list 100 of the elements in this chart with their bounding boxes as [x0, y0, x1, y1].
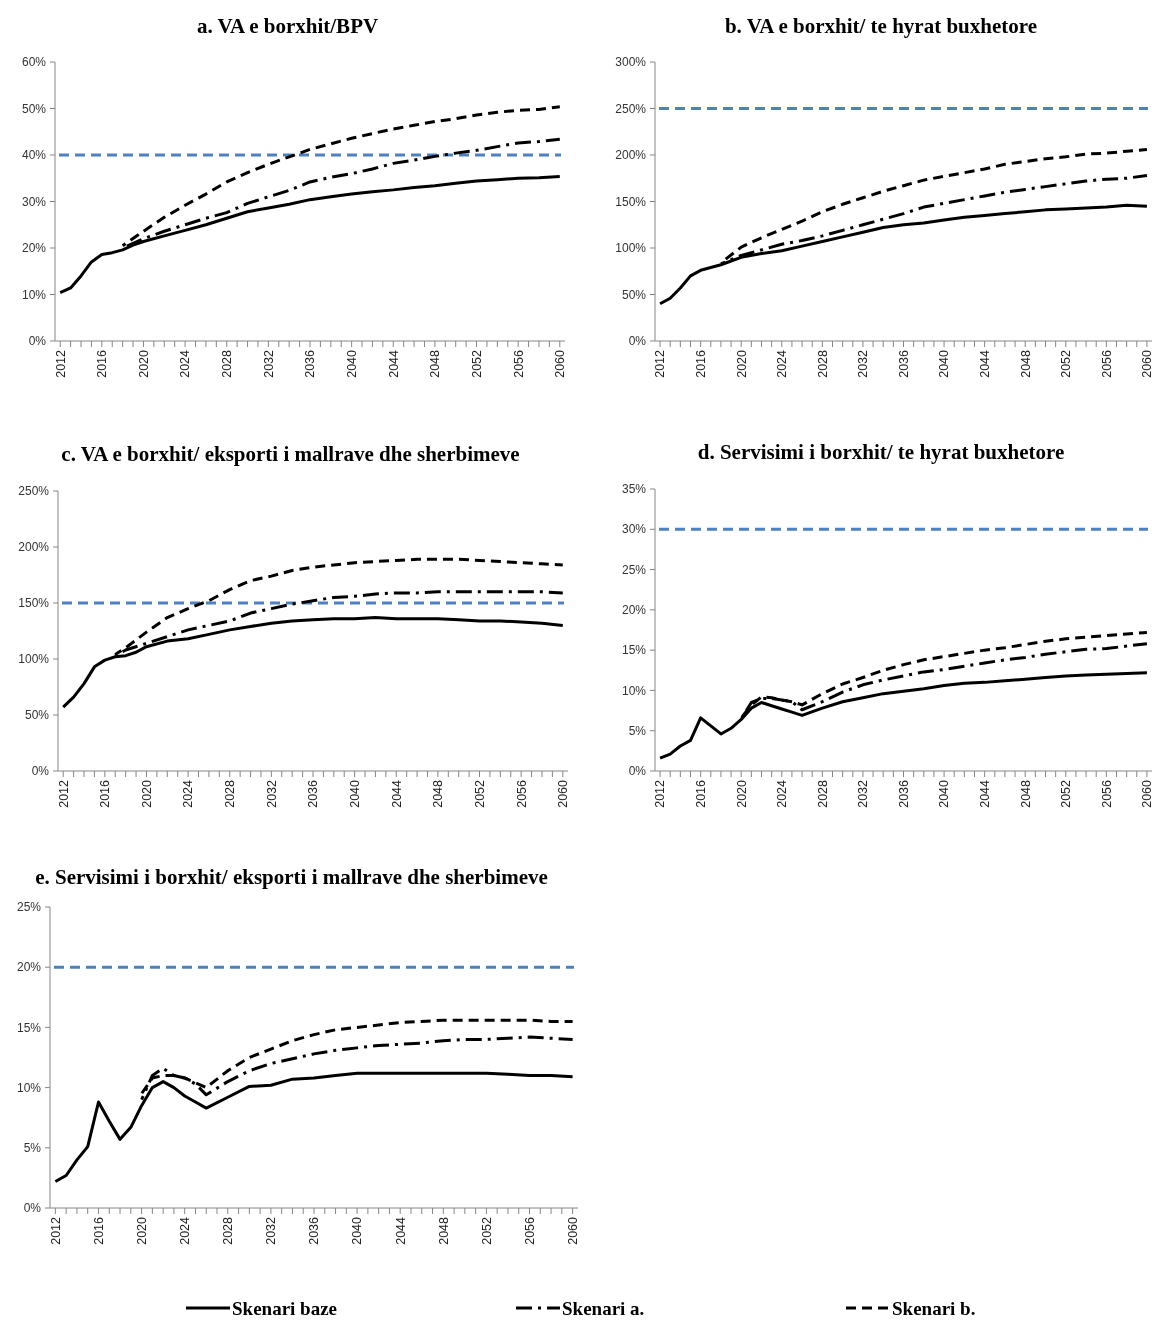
- x-tick-label: 2012: [53, 349, 68, 378]
- x-tick-label: 2020: [139, 779, 154, 808]
- y-tick-label: 150%: [18, 596, 50, 611]
- chart-title: a. VA e borxhit/BPV: [196, 14, 379, 38]
- x-tick-label: 2040: [345, 349, 360, 378]
- x-tick-label: 2044: [386, 349, 401, 378]
- x-tick-label: 2036: [896, 779, 911, 808]
- x-tick-label: 2028: [221, 1216, 236, 1245]
- x-tick-label: 2012: [653, 779, 668, 808]
- y-tick-label: 20%: [621, 603, 647, 618]
- legend-label: Skenari b.: [892, 1297, 976, 1319]
- x-tick-label: 2024: [775, 349, 790, 378]
- x-tick-label: 2032: [264, 779, 279, 808]
- y-tick-label: 25%: [621, 562, 647, 577]
- x-tick-label: 2052: [1059, 779, 1074, 808]
- x-tick-label: 2040: [937, 349, 952, 378]
- y-tick-label: 25%: [16, 900, 42, 915]
- y-tick-label: 15%: [621, 643, 647, 658]
- y-tick-label: 0%: [628, 334, 647, 349]
- y-tick-label: 10%: [21, 287, 47, 302]
- x-tick-label: 2020: [136, 349, 151, 378]
- x-tick-label: 2032: [856, 349, 871, 378]
- x-tick-label: 2056: [511, 349, 526, 378]
- chart-title: c. VA e borxhit/ eksporti i mallrave dhe sherbimeve: [61, 442, 520, 466]
- x-tick-label: 2056: [514, 779, 529, 808]
- y-tick-label: 5%: [628, 723, 647, 738]
- y-tick-label: 100%: [615, 241, 647, 256]
- y-tick-label: 5%: [23, 1141, 42, 1155]
- x-tick-label: 2048: [1018, 779, 1033, 808]
- x-tick-label: 2060: [565, 1216, 580, 1245]
- x-tick-label: 2040: [348, 779, 363, 808]
- x-tick-label: 2056: [522, 1216, 537, 1245]
- x-tick-label: 2032: [264, 1216, 279, 1245]
- y-tick-label: 250%: [615, 101, 647, 116]
- y-tick-label: 30%: [621, 522, 647, 537]
- chart-title: d. Servisimi i borxhit/ te hyrat buxhetore: [697, 440, 1065, 464]
- y-tick-label: 0%: [31, 764, 50, 779]
- x-tick-label: 2060: [556, 779, 571, 808]
- y-tick-label: 50%: [24, 708, 50, 723]
- y-tick-label: 0%: [28, 334, 47, 349]
- x-tick-label: 2044: [978, 349, 993, 378]
- x-tick-label: 2056: [1099, 779, 1114, 808]
- x-tick-label: 2020: [134, 1216, 149, 1245]
- x-tick-label: 2024: [181, 779, 196, 808]
- x-tick-label: 2048: [1018, 349, 1033, 378]
- chart-title: e. Servisimi i borxhit/ eksporti i mallrave dhe sherbimeve: [35, 865, 548, 889]
- y-tick-label: 20%: [16, 960, 42, 975]
- x-tick-label: 2016: [95, 349, 110, 378]
- x-tick-label: 2012: [653, 349, 668, 378]
- x-tick-label: 2060: [553, 349, 568, 378]
- y-tick-label: 50%: [21, 101, 47, 116]
- x-tick-label: 2052: [469, 349, 484, 378]
- x-tick-label: 2052: [1059, 349, 1074, 378]
- x-tick-label: 2028: [815, 349, 830, 378]
- y-tick-label: 0%: [23, 1201, 42, 1216]
- x-tick-label: 2020: [734, 349, 749, 378]
- x-tick-label: 2052: [472, 779, 487, 808]
- y-tick-label: 150%: [615, 194, 647, 209]
- x-tick-label: 2048: [428, 349, 443, 378]
- x-tick-label: 2036: [303, 349, 318, 378]
- x-tick-label: 2016: [694, 349, 709, 378]
- x-tick-label: 2028: [815, 779, 830, 808]
- y-tick-label: 250%: [18, 484, 50, 499]
- y-tick-label: 30%: [21, 194, 47, 209]
- y-tick-label: 15%: [16, 1020, 42, 1035]
- x-tick-label: 2052: [479, 1216, 494, 1245]
- y-tick-label: 100%: [18, 652, 50, 667]
- x-tick-label: 2028: [220, 349, 235, 378]
- legend-label: Skenari baze: [232, 1297, 338, 1319]
- x-tick-label: 2048: [431, 779, 446, 808]
- x-tick-label: 2016: [98, 779, 113, 808]
- x-tick-label: 2020: [734, 779, 749, 808]
- y-tick-label: 0%: [628, 764, 647, 779]
- x-tick-label: 2036: [307, 1216, 322, 1245]
- x-tick-label: 2040: [937, 779, 952, 808]
- y-tick-label: 300%: [615, 55, 647, 70]
- x-tick-label: 2044: [389, 779, 404, 808]
- x-tick-label: 2044: [393, 1216, 408, 1245]
- y-tick-label: 35%: [621, 482, 647, 497]
- y-tick-label: 200%: [615, 148, 647, 163]
- x-tick-label: 2060: [1140, 349, 1155, 378]
- x-tick-label: 2028: [223, 779, 238, 808]
- y-tick-label: 10%: [16, 1080, 42, 1095]
- y-tick-label: 40%: [21, 148, 47, 163]
- x-tick-label: 2048: [436, 1216, 451, 1245]
- x-tick-label: 2060: [1140, 779, 1155, 808]
- x-tick-label: 2024: [775, 779, 790, 808]
- y-tick-label: 50%: [621, 287, 647, 302]
- x-tick-label: 2012: [56, 779, 71, 808]
- legend-label: Skenari a.: [562, 1297, 645, 1319]
- x-tick-label: 2024: [178, 1216, 193, 1245]
- x-tick-label: 2012: [48, 1216, 63, 1245]
- x-tick-label: 2056: [1099, 349, 1114, 378]
- y-tick-label: 20%: [21, 241, 47, 256]
- x-tick-label: 2016: [91, 1216, 106, 1245]
- x-tick-label: 2036: [306, 779, 321, 808]
- x-tick-label: 2044: [978, 779, 993, 808]
- y-tick-label: 200%: [18, 540, 50, 555]
- x-tick-label: 2032: [856, 779, 871, 808]
- x-tick-label: 2036: [896, 349, 911, 378]
